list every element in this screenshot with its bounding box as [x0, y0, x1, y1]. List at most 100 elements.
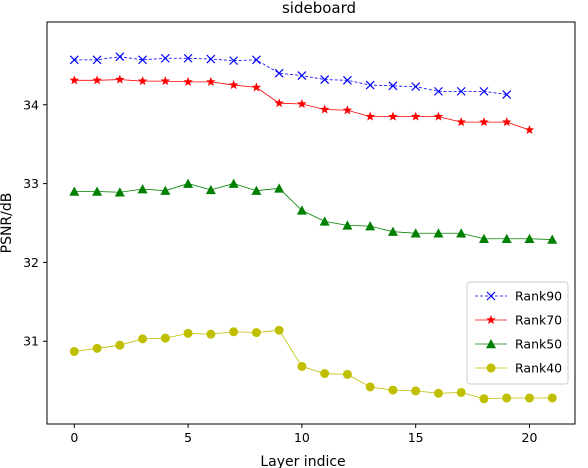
x-tick-label: 0 [70, 430, 78, 445]
data-point [388, 385, 398, 395]
data-point [410, 111, 421, 121]
data-point [137, 76, 148, 86]
data-point [92, 75, 102, 85]
legend-entry: Rank50 [475, 337, 562, 352]
series-rank40 [69, 325, 557, 404]
x-tick-label: 15 [408, 430, 424, 445]
data-point [138, 55, 148, 65]
data-point [479, 86, 489, 96]
legend-marker [486, 315, 496, 325]
data-point [114, 187, 125, 197]
data-point [501, 117, 512, 127]
data-point [319, 104, 330, 114]
legend-label: Rank70 [515, 313, 562, 328]
data-point [524, 233, 535, 244]
data-point [138, 334, 148, 344]
legend-entry: Rank70 [475, 313, 562, 328]
data-point [251, 82, 262, 92]
data-point [297, 361, 307, 371]
series-rank90 [69, 52, 512, 99]
data-point [183, 328, 193, 338]
data-point [387, 226, 398, 236]
legend-box [466, 281, 569, 385]
data-point [183, 178, 194, 188]
data-point [456, 86, 466, 96]
data-point [115, 340, 125, 350]
legend-entry: Rank90 [475, 289, 562, 304]
data-point [115, 74, 125, 84]
series-rank70 [69, 74, 535, 135]
data-point [206, 54, 216, 64]
data-point [365, 221, 376, 231]
y-tick-label: 33 [23, 176, 39, 191]
data-point [160, 53, 170, 63]
data-point [183, 76, 193, 86]
data-point [296, 205, 307, 215]
data-point [274, 325, 284, 335]
legend-label: Rank40 [515, 361, 562, 376]
data-point [137, 184, 148, 194]
legend-label: Rank50 [515, 337, 562, 352]
series-line [74, 56, 507, 95]
data-point [228, 178, 239, 188]
series-rank50 [69, 178, 558, 244]
data-point [297, 98, 307, 109]
data-point [229, 56, 239, 66]
data-point [502, 393, 512, 403]
data-point [320, 369, 330, 379]
data-point [456, 228, 467, 238]
data-point [433, 388, 443, 398]
data-point [69, 346, 79, 356]
data-point [547, 234, 558, 244]
data-point [365, 111, 375, 121]
data-point [365, 80, 375, 90]
data-point [342, 220, 353, 230]
data-point [478, 233, 489, 244]
data-point [160, 76, 171, 86]
data-point [411, 82, 421, 92]
data-point [92, 186, 103, 196]
x-tick-label: 20 [522, 430, 538, 445]
data-point [115, 52, 125, 62]
legend-marker [486, 363, 496, 373]
data-point [479, 394, 489, 404]
data-point [411, 386, 421, 396]
legend-entry: Rank40 [475, 361, 562, 376]
y-tick-label: 34 [23, 97, 39, 112]
data-point [456, 117, 466, 127]
data-point [342, 369, 352, 379]
y-axis-label: PSNR/dB [0, 193, 15, 254]
data-point [69, 186, 80, 196]
x-axis-ticks: 0 5 10 15 20 [70, 424, 537, 445]
data-point [205, 184, 216, 195]
legend-label: Rank90 [515, 289, 562, 304]
data-point [206, 76, 216, 86]
chart-title: sideboard [282, 0, 356, 17]
data-point [502, 90, 512, 99]
data-point [160, 333, 170, 343]
legend-marker [486, 291, 496, 301]
data-point [433, 228, 444, 238]
data-point [92, 55, 102, 65]
x-axis-label: Layer indice [260, 454, 345, 468]
data-point [69, 75, 80, 85]
data-point [228, 80, 239, 90]
data-point [342, 105, 353, 115]
data-point [501, 233, 512, 244]
x-tick-label: 5 [184, 430, 192, 445]
data-point [274, 183, 285, 193]
data-point [524, 124, 535, 135]
data-point [183, 53, 193, 63]
data-point [274, 68, 284, 78]
data-point [433, 111, 444, 121]
data-point [434, 86, 443, 96]
x-tick-label: 10 [294, 430, 310, 445]
legend-marker [486, 339, 496, 349]
y-tick-label: 31 [23, 334, 39, 349]
data-point [160, 185, 171, 195]
data-point [251, 185, 262, 195]
data-point [342, 75, 352, 85]
data-point [251, 328, 261, 338]
data-point [229, 327, 239, 337]
data-point [297, 71, 307, 81]
